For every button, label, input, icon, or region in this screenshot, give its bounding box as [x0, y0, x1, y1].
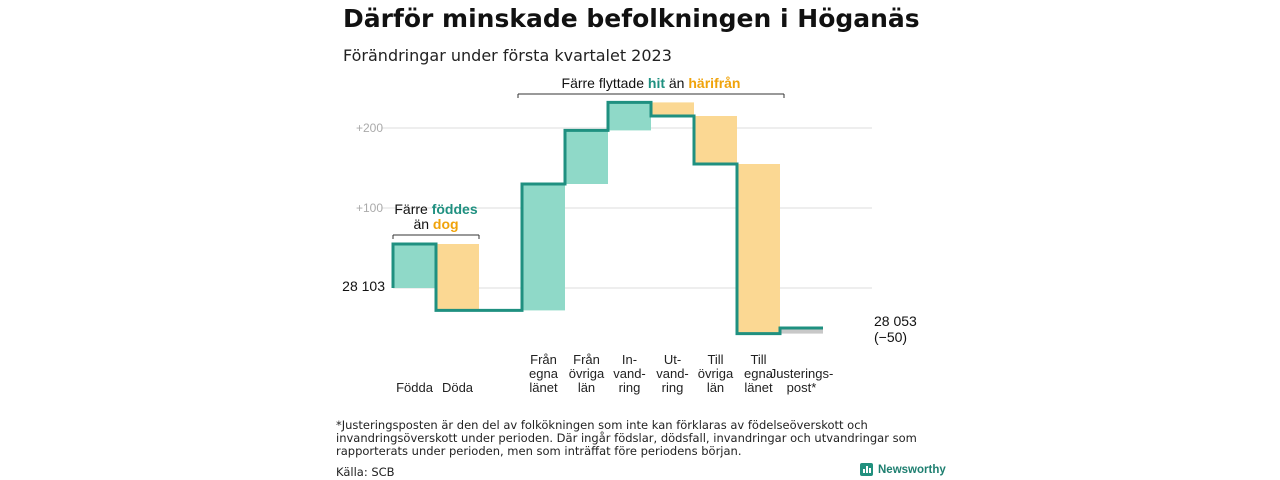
x-tick-label: Till	[707, 352, 723, 367]
births-annotation-line1-part: Färre	[394, 201, 431, 217]
waterfall-bar	[393, 244, 436, 288]
x-tick-label: län	[578, 380, 595, 395]
brand-logo: Newsworthy	[860, 463, 946, 476]
moves-annotation-part: hit	[648, 75, 665, 91]
x-tick-label: vand-	[656, 366, 689, 381]
x-tick-label: länet	[529, 380, 558, 395]
moves-annotation-part: än	[665, 75, 688, 91]
moves-annotation: Färre flyttade hit än härifrån	[562, 75, 741, 91]
x-tick-label: länet	[744, 380, 773, 395]
waterfall-bar	[436, 244, 479, 311]
end-change-label: (−50)	[874, 329, 907, 345]
y-tick-label: +100	[356, 201, 383, 215]
chart-subtitle: Förändringar under första kvartalet 2023	[343, 46, 672, 65]
waterfall-bar	[780, 328, 823, 334]
moves-annotation-part: härifrån	[688, 75, 740, 91]
x-tick-label: egna	[744, 366, 774, 381]
footnote: *Justeringsposten är den del av folkökni…	[336, 418, 917, 458]
waterfall-bar	[608, 102, 651, 131]
births-annotation-line2: än dog	[413, 216, 458, 232]
waterfall-bar	[522, 184, 565, 311]
x-tick-label: övriga	[698, 366, 734, 381]
x-tick-label: Från	[530, 352, 557, 367]
x-tick-label: Döda	[442, 380, 474, 395]
y-tick-label: +200	[356, 121, 383, 135]
x-tick-label: Ut-	[664, 352, 681, 367]
start-value-label: 28 103	[342, 278, 385, 294]
waterfall-bar	[694, 116, 737, 164]
waterfall-bar	[651, 102, 694, 116]
x-tick-label: vand-	[613, 366, 646, 381]
cumulative-step-line	[391, 100, 823, 336]
x-tick-label: Till	[750, 352, 766, 367]
births-annotation-line1: Färre föddes	[394, 201, 477, 217]
source-note: Källa: SCB	[336, 465, 395, 479]
x-tick-label: Födda	[396, 380, 434, 395]
newsworthy-logo-icon	[860, 463, 873, 476]
chart-title: Därför minskade befolkningen i Höganäs	[343, 4, 920, 33]
x-tick-label: Justerings-	[770, 366, 834, 381]
x-tick-label: egna	[529, 366, 559, 381]
x-tick-label: övriga	[569, 366, 605, 381]
brand-name: Newsworthy	[878, 463, 946, 476]
x-tick-label: ring	[619, 380, 641, 395]
births-annotation-line2-part: än	[413, 216, 432, 232]
x-tick-label: Från	[573, 352, 600, 367]
births-annotation-line1-part: föddes	[432, 201, 478, 217]
waterfall-bar	[565, 130, 608, 184]
end-value-label: 28 053	[874, 313, 917, 329]
x-tick-label: In-	[622, 352, 637, 367]
waterfall-bar	[737, 164, 780, 334]
x-tick-label: län	[707, 380, 724, 395]
moves-annotation-part: Färre flyttade	[562, 75, 648, 91]
x-tick-label: ring	[662, 380, 684, 395]
births-annotation-line2-part: dog	[433, 216, 459, 232]
x-tick-label: post*	[787, 380, 817, 395]
